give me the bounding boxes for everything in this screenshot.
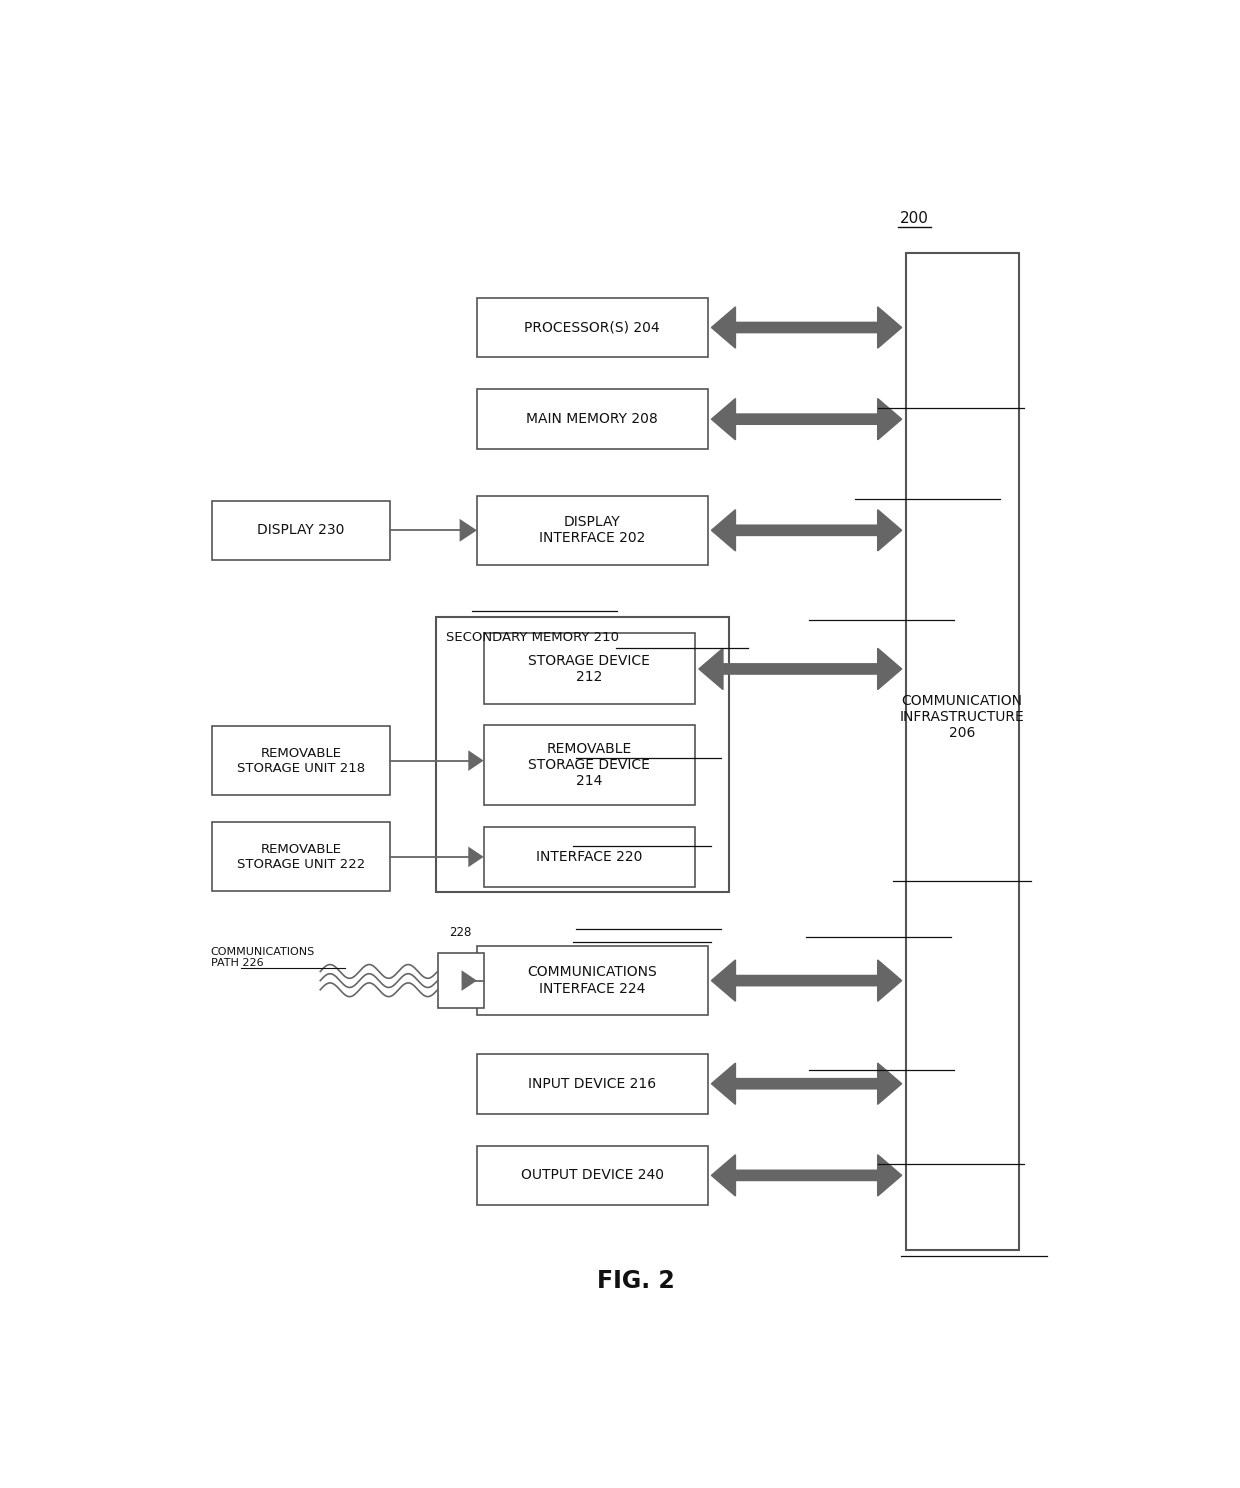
- Polygon shape: [712, 1062, 901, 1104]
- Polygon shape: [878, 1155, 901, 1196]
- Text: STORAGE DEVICE
212: STORAGE DEVICE 212: [528, 653, 650, 684]
- Bar: [477, 946, 708, 1015]
- Polygon shape: [712, 307, 901, 348]
- Text: COMMUNICATIONS
INTERFACE 224: COMMUNICATIONS INTERFACE 224: [527, 966, 657, 995]
- Bar: [212, 823, 389, 891]
- Polygon shape: [712, 1155, 901, 1196]
- Bar: [477, 1054, 708, 1113]
- Bar: [723, 664, 878, 674]
- Bar: [212, 726, 389, 795]
- Bar: [735, 976, 878, 985]
- Polygon shape: [712, 399, 735, 440]
- Polygon shape: [878, 399, 901, 440]
- Bar: [477, 496, 708, 564]
- Polygon shape: [469, 750, 484, 771]
- Polygon shape: [712, 960, 901, 1001]
- Text: INTERFACE 220: INTERFACE 220: [536, 850, 642, 865]
- Polygon shape: [878, 307, 901, 348]
- Bar: [735, 1079, 878, 1089]
- Polygon shape: [460, 519, 477, 542]
- Text: DISPLAY
INTERFACE 202: DISPLAY INTERFACE 202: [539, 515, 646, 546]
- Text: REMOVABLE
STORAGE UNIT 218: REMOVABLE STORAGE UNIT 218: [237, 747, 365, 775]
- Polygon shape: [712, 960, 735, 1001]
- Polygon shape: [712, 399, 901, 440]
- Bar: [735, 525, 878, 536]
- Text: INPUT DEVICE 216: INPUT DEVICE 216: [528, 1077, 656, 1091]
- Polygon shape: [699, 649, 901, 689]
- Polygon shape: [712, 1155, 735, 1196]
- Polygon shape: [878, 649, 901, 689]
- Text: REMOVABLE
STORAGE UNIT 222: REMOVABLE STORAGE UNIT 222: [237, 842, 366, 870]
- Text: DISPLAY 230: DISPLAY 230: [258, 524, 345, 537]
- Text: COMMUNICATIONS
PATH 226: COMMUNICATIONS PATH 226: [211, 946, 315, 969]
- Polygon shape: [469, 847, 484, 868]
- Text: COMMUNICATION
INFRASTRUCTURE
206: COMMUNICATION INFRASTRUCTURE 206: [900, 693, 1024, 740]
- Polygon shape: [878, 510, 901, 551]
- Text: REMOVABLE
STORAGE DEVICE
214: REMOVABLE STORAGE DEVICE 214: [528, 743, 650, 789]
- Bar: [477, 298, 708, 357]
- Bar: [735, 323, 878, 333]
- Polygon shape: [699, 649, 723, 689]
- Bar: [436, 618, 729, 893]
- Polygon shape: [712, 510, 901, 551]
- Bar: [905, 253, 1019, 1250]
- Polygon shape: [461, 970, 477, 991]
- Text: PROCESSOR(S) 204: PROCESSOR(S) 204: [525, 320, 660, 335]
- Text: FIG. 2: FIG. 2: [596, 1269, 675, 1293]
- Polygon shape: [712, 307, 735, 348]
- Bar: [484, 827, 696, 887]
- Text: 228: 228: [449, 927, 471, 939]
- Bar: [735, 1170, 878, 1180]
- Text: SECONDARY MEMORY 210: SECONDARY MEMORY 210: [445, 631, 619, 644]
- Polygon shape: [878, 1062, 901, 1104]
- Bar: [438, 954, 484, 1007]
- Bar: [477, 1146, 708, 1205]
- Text: OUTPUT DEVICE 240: OUTPUT DEVICE 240: [521, 1168, 663, 1183]
- Bar: [484, 725, 696, 805]
- Polygon shape: [712, 1062, 735, 1104]
- Bar: [212, 500, 389, 559]
- Polygon shape: [878, 960, 901, 1001]
- Bar: [484, 634, 696, 704]
- Text: 200: 200: [900, 211, 929, 226]
- Bar: [477, 390, 708, 449]
- Polygon shape: [712, 510, 735, 551]
- Bar: [735, 414, 878, 424]
- Text: MAIN MEMORY 208: MAIN MEMORY 208: [526, 412, 658, 426]
